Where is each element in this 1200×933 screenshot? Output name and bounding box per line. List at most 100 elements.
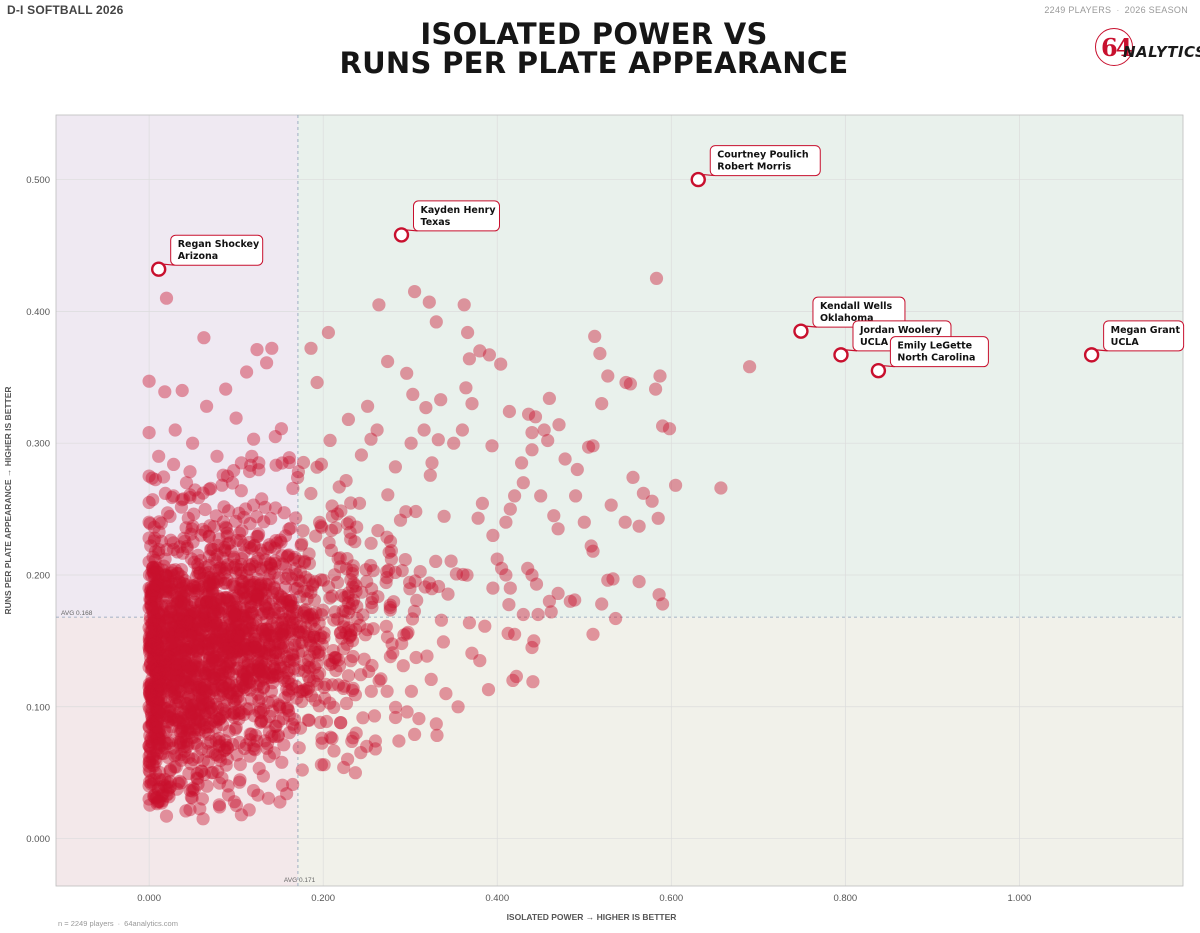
data-point — [143, 775, 157, 789]
data-point — [256, 769, 270, 783]
data-point — [282, 684, 296, 698]
data-point — [259, 715, 273, 729]
data-point — [544, 605, 558, 619]
data-point — [178, 674, 193, 689]
data-point — [290, 581, 304, 595]
data-point — [271, 669, 285, 683]
data-point — [163, 704, 177, 718]
data-point — [185, 618, 199, 632]
data-point — [247, 742, 261, 756]
data-point — [307, 628, 321, 643]
data-point — [175, 722, 189, 736]
data-point — [521, 561, 535, 576]
data-point — [143, 642, 157, 657]
data-point — [525, 568, 539, 582]
data-point — [364, 684, 378, 698]
data-point — [160, 714, 174, 729]
data-point — [176, 597, 191, 611]
data-point — [178, 643, 192, 657]
data-point — [335, 588, 349, 603]
data-point — [176, 608, 190, 622]
data-point — [238, 642, 252, 656]
data-point — [379, 575, 393, 590]
data-point — [306, 611, 320, 625]
data-point — [152, 572, 167, 587]
data-point — [339, 562, 354, 576]
data-point — [147, 520, 161, 534]
data-point — [153, 772, 167, 787]
data-point — [251, 588, 265, 602]
data-point — [340, 552, 354, 566]
data-point — [149, 636, 163, 650]
data-point — [173, 735, 188, 750]
callout-connector — [703, 173, 715, 177]
data-point — [197, 566, 211, 580]
data-point — [234, 574, 248, 588]
data-point — [593, 346, 607, 361]
data-point — [181, 615, 195, 629]
data-point — [155, 794, 170, 808]
data-point — [142, 680, 156, 694]
data-point — [299, 621, 313, 635]
data-point — [249, 590, 263, 604]
data-point — [219, 642, 233, 656]
data-point — [163, 509, 177, 523]
data-point — [429, 554, 443, 569]
data-point — [145, 714, 159, 728]
data-point — [201, 736, 215, 750]
data-point — [162, 650, 176, 664]
data-point — [178, 625, 192, 639]
data-point — [143, 625, 157, 639]
data-point — [144, 583, 158, 597]
data-point — [175, 663, 189, 677]
data-point — [251, 637, 265, 651]
data-point — [169, 620, 183, 634]
data-point — [343, 601, 357, 616]
data-point — [224, 605, 238, 619]
data-point — [231, 690, 245, 704]
data-point — [198, 666, 212, 681]
data-point — [245, 585, 259, 599]
data-point — [203, 619, 217, 633]
data-point — [316, 603, 330, 617]
data-point — [262, 639, 276, 654]
data-point — [312, 616, 326, 630]
data-point — [148, 691, 162, 705]
data-point — [432, 579, 446, 594]
data-point — [290, 616, 304, 631]
data-point — [322, 580, 336, 594]
data-point — [256, 606, 271, 620]
data-point — [237, 510, 251, 524]
data-point — [242, 616, 257, 630]
data-point — [206, 671, 221, 686]
data-point — [191, 683, 205, 697]
data-point — [174, 600, 188, 614]
data-point — [259, 622, 273, 636]
data-point — [300, 684, 314, 699]
data-point — [289, 511, 303, 525]
data-point — [248, 668, 262, 683]
data-point — [229, 638, 243, 652]
data-point — [165, 631, 180, 645]
data-point — [144, 598, 158, 612]
data-point — [244, 600, 258, 614]
data-point — [205, 653, 219, 667]
data-point — [202, 665, 216, 680]
data-point — [159, 614, 173, 628]
data-point — [507, 627, 522, 641]
data-point — [276, 711, 290, 726]
data-point — [383, 650, 397, 664]
data-point — [277, 620, 291, 634]
data-point — [437, 509, 451, 523]
data-point — [237, 680, 251, 694]
data-point — [208, 748, 222, 762]
data-point — [222, 642, 236, 656]
data-point — [569, 489, 583, 503]
data-point — [151, 680, 165, 694]
data-point — [167, 642, 181, 656]
data-point — [286, 616, 300, 630]
data-point — [298, 664, 312, 678]
data-point — [238, 601, 252, 615]
data-point — [174, 648, 188, 662]
data-point — [153, 688, 167, 702]
